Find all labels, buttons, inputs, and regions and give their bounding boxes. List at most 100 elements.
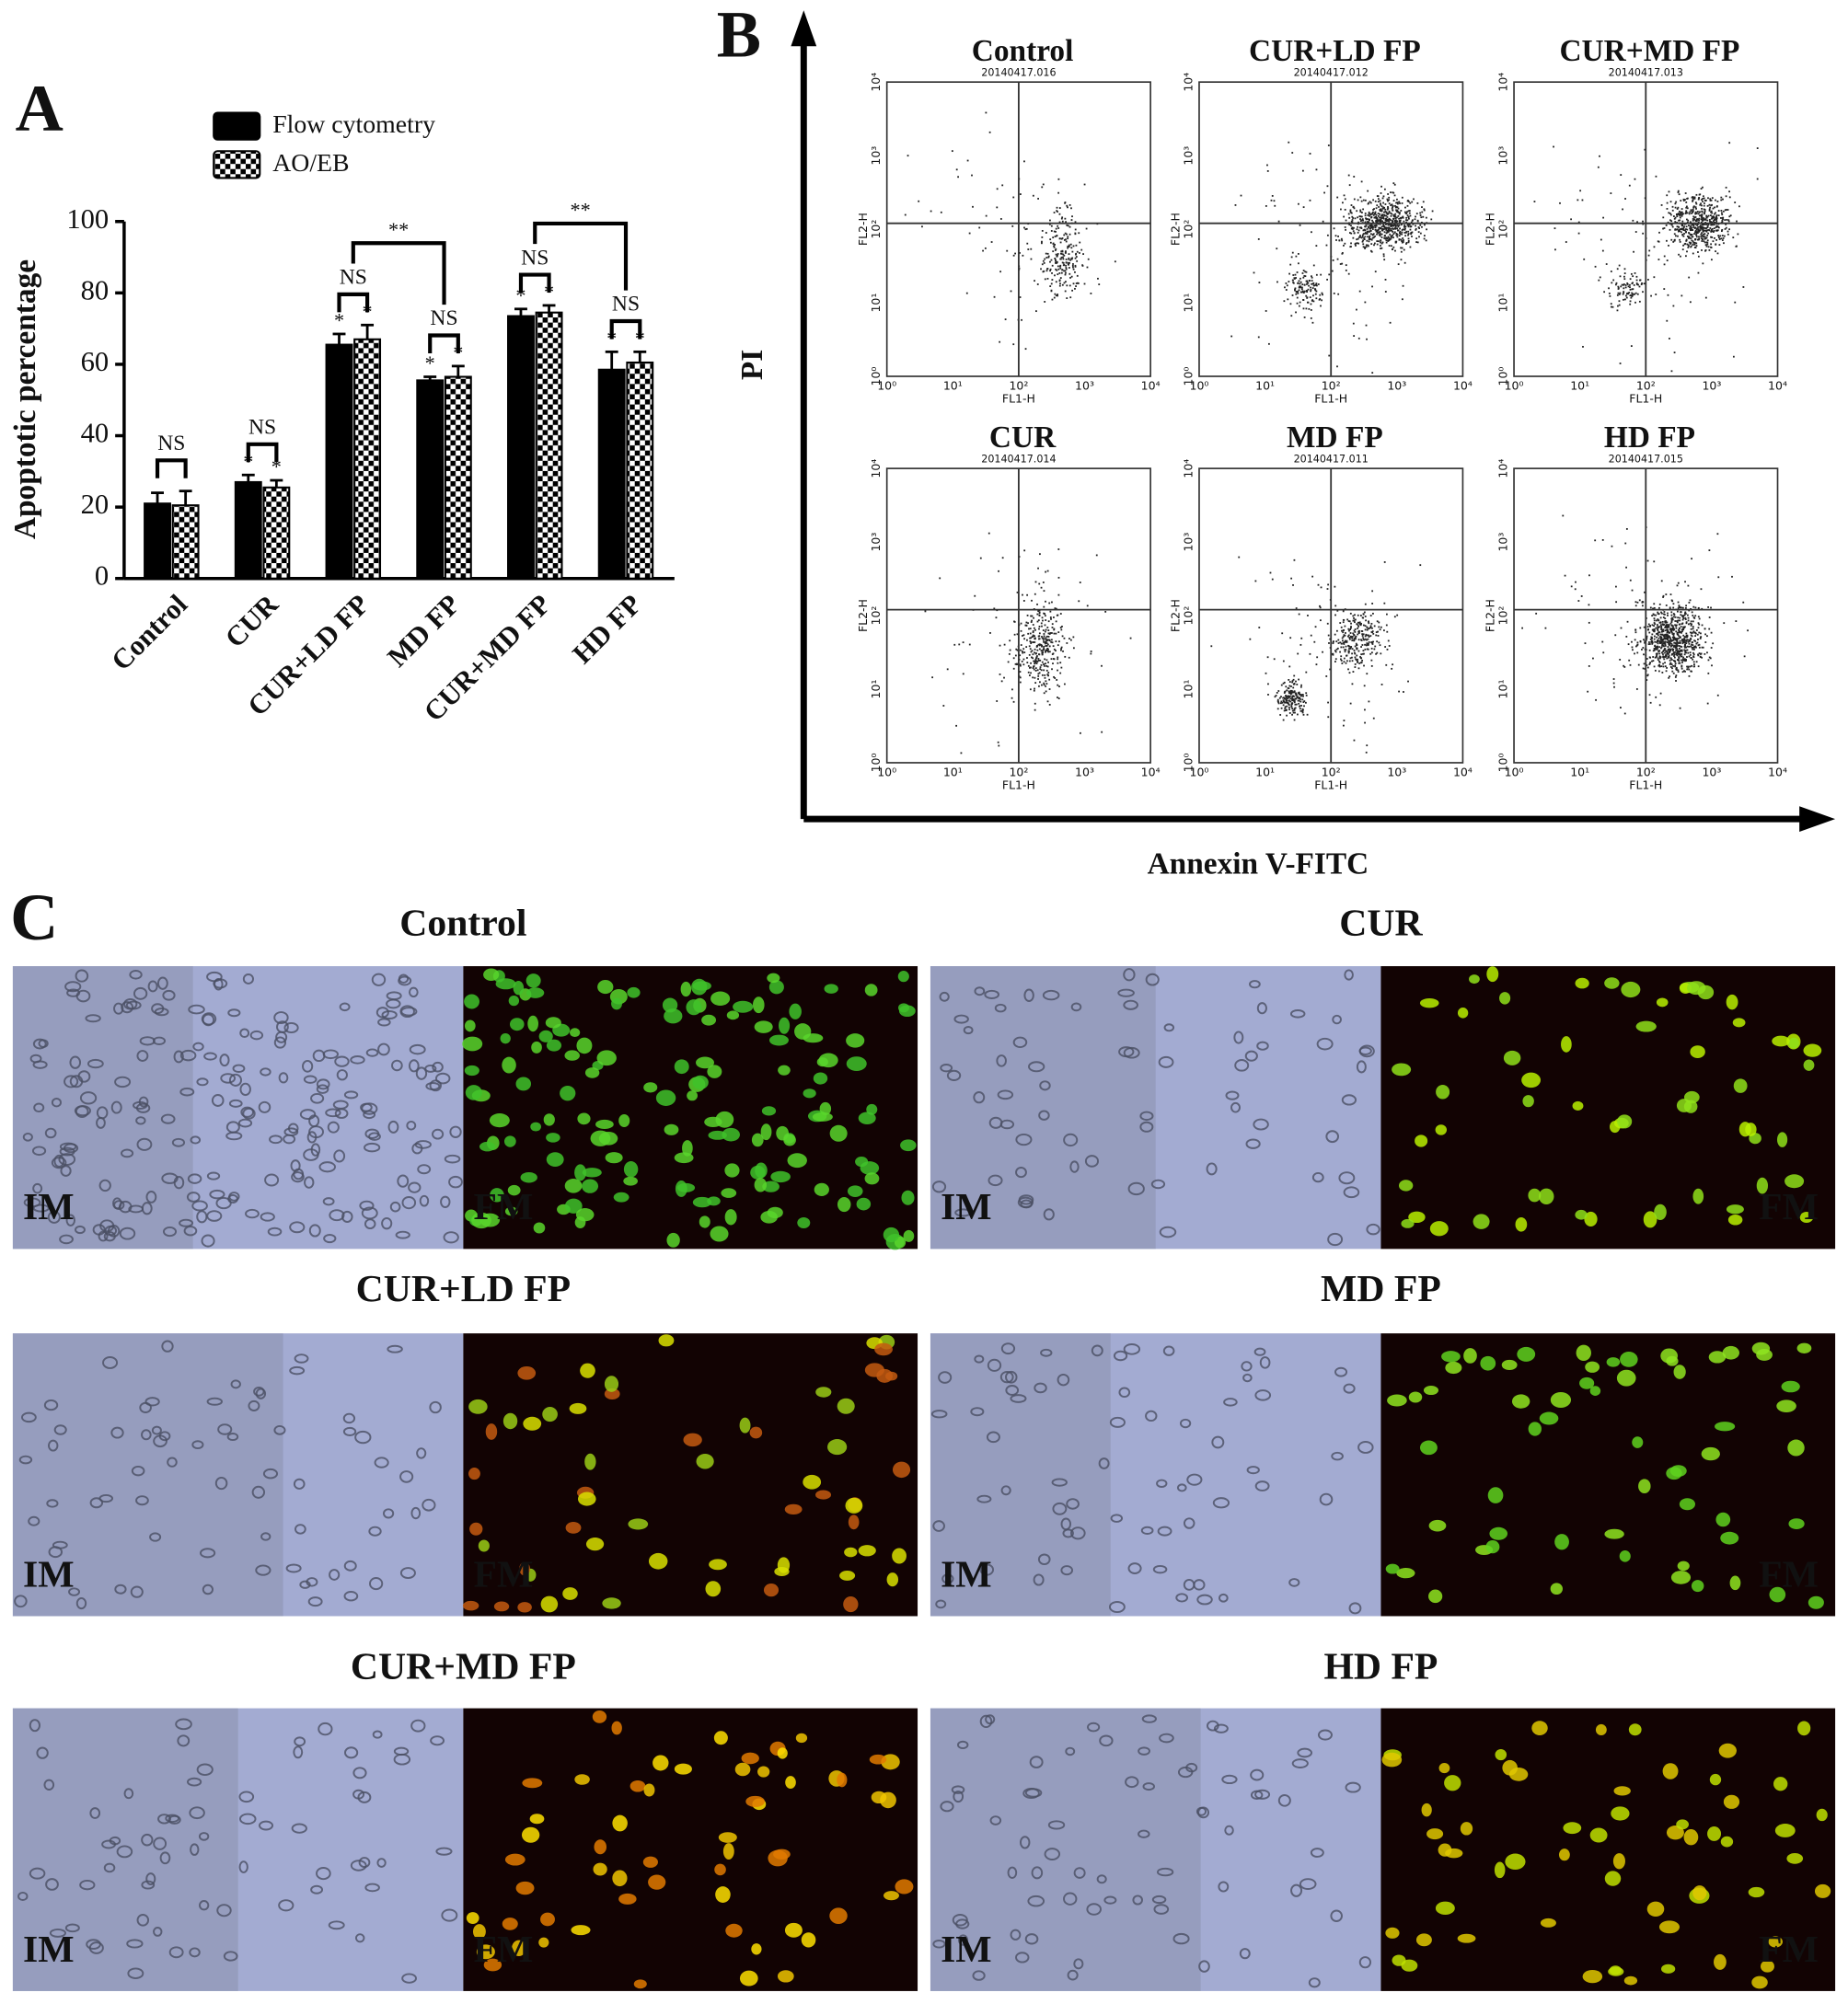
event-dot [1288, 699, 1290, 702]
stained-cell [848, 1515, 860, 1530]
stained-cell [1621, 981, 1641, 998]
cell [1317, 1729, 1333, 1741]
cell [449, 1125, 462, 1138]
event-dot [1301, 283, 1304, 286]
event-dot [1026, 614, 1029, 616]
event-dot [1620, 285, 1623, 288]
event-dot [1301, 710, 1304, 712]
event-dot [1351, 639, 1354, 641]
event-dot [1592, 657, 1594, 660]
cell [1254, 1789, 1271, 1800]
stained-cell [569, 1402, 587, 1414]
stained-cell [562, 1587, 578, 1600]
event-dot [1289, 700, 1292, 703]
event-dot [1533, 201, 1536, 202]
cell [1098, 1457, 1110, 1469]
cell [341, 1210, 353, 1223]
event-dot [1403, 228, 1406, 231]
event-dot [1016, 649, 1019, 651]
cell [242, 973, 254, 985]
stained-cell [675, 1181, 687, 1197]
event-dot [1294, 711, 1296, 714]
cell [1010, 1929, 1022, 1941]
event-dot [1299, 685, 1302, 688]
event-dot [1055, 230, 1057, 233]
event-dot [1624, 284, 1627, 286]
event-dot [1415, 237, 1418, 240]
stained-cell [892, 1548, 907, 1564]
event-dot [1061, 269, 1064, 271]
event-dot [1097, 277, 1099, 280]
event-dot [1692, 252, 1694, 255]
event-dot [1677, 658, 1680, 661]
cell [1224, 1825, 1234, 1836]
event-dot [1697, 616, 1700, 618]
decade-label: 10⁰ [1181, 367, 1195, 386]
decade-label: 10⁰ [1496, 754, 1509, 773]
stained-cell [1515, 1216, 1528, 1232]
event-dot [1380, 221, 1382, 223]
event-dot [1394, 249, 1396, 252]
event-dot [1706, 204, 1709, 207]
event-dot [1315, 290, 1318, 293]
event-dot [1421, 225, 1423, 228]
stained-cell [538, 1937, 549, 1948]
image-label: FM [474, 1186, 534, 1228]
stained-cell [531, 1041, 542, 1054]
event-dot [1675, 680, 1677, 682]
event-dot [1043, 692, 1045, 695]
cell [1070, 1002, 1082, 1012]
cell [157, 1814, 171, 1825]
event-dot [1716, 229, 1719, 232]
event-dot [1302, 206, 1305, 209]
event-dot [1062, 258, 1065, 260]
event-dot [1341, 202, 1344, 204]
stained-cell [1589, 1827, 1608, 1843]
plot-file: 20140417.014 [981, 453, 1056, 465]
event-dot [1355, 635, 1357, 638]
event-dot [1016, 663, 1018, 666]
event-dot [1041, 236, 1044, 238]
event-dot [1395, 234, 1398, 236]
event-dot [1058, 237, 1061, 240]
event-dot [1323, 191, 1325, 194]
event-dot [1032, 657, 1034, 660]
event-dot [1334, 235, 1337, 237]
event-dot [1367, 190, 1369, 192]
event-dot [1391, 213, 1393, 215]
event-dot [1665, 621, 1667, 624]
event-dot [1354, 243, 1357, 246]
stained-cell [1423, 1385, 1439, 1396]
cell [1219, 1593, 1229, 1603]
cell [443, 1231, 459, 1244]
stained-cell [590, 1130, 611, 1146]
event-dot [1667, 630, 1669, 633]
event-dot [1650, 636, 1653, 639]
event-dot [1071, 250, 1074, 253]
event-dot [1398, 213, 1401, 215]
stained-cell [1662, 1763, 1679, 1779]
cell [408, 1181, 422, 1193]
event-dot [1699, 225, 1701, 228]
event-dot [1389, 238, 1392, 241]
event-dot [1697, 654, 1700, 657]
cell [139, 1401, 152, 1413]
stained-cell [545, 1017, 561, 1029]
event-dot [1675, 646, 1678, 649]
event-dot [1406, 214, 1409, 217]
event-dot [1019, 681, 1022, 684]
cell [963, 1026, 974, 1035]
cell [1256, 1041, 1269, 1051]
event-dot [1068, 261, 1070, 264]
event-dot [1419, 232, 1422, 235]
event-dot [968, 232, 971, 235]
event-dot [1280, 696, 1282, 698]
event-dot [1061, 635, 1064, 638]
event-dot [1611, 305, 1614, 308]
event-dot [1354, 621, 1356, 624]
event-dot [1036, 620, 1039, 623]
event-dot [1679, 647, 1681, 650]
event-dot [1705, 236, 1708, 239]
event-dot [1658, 657, 1661, 660]
